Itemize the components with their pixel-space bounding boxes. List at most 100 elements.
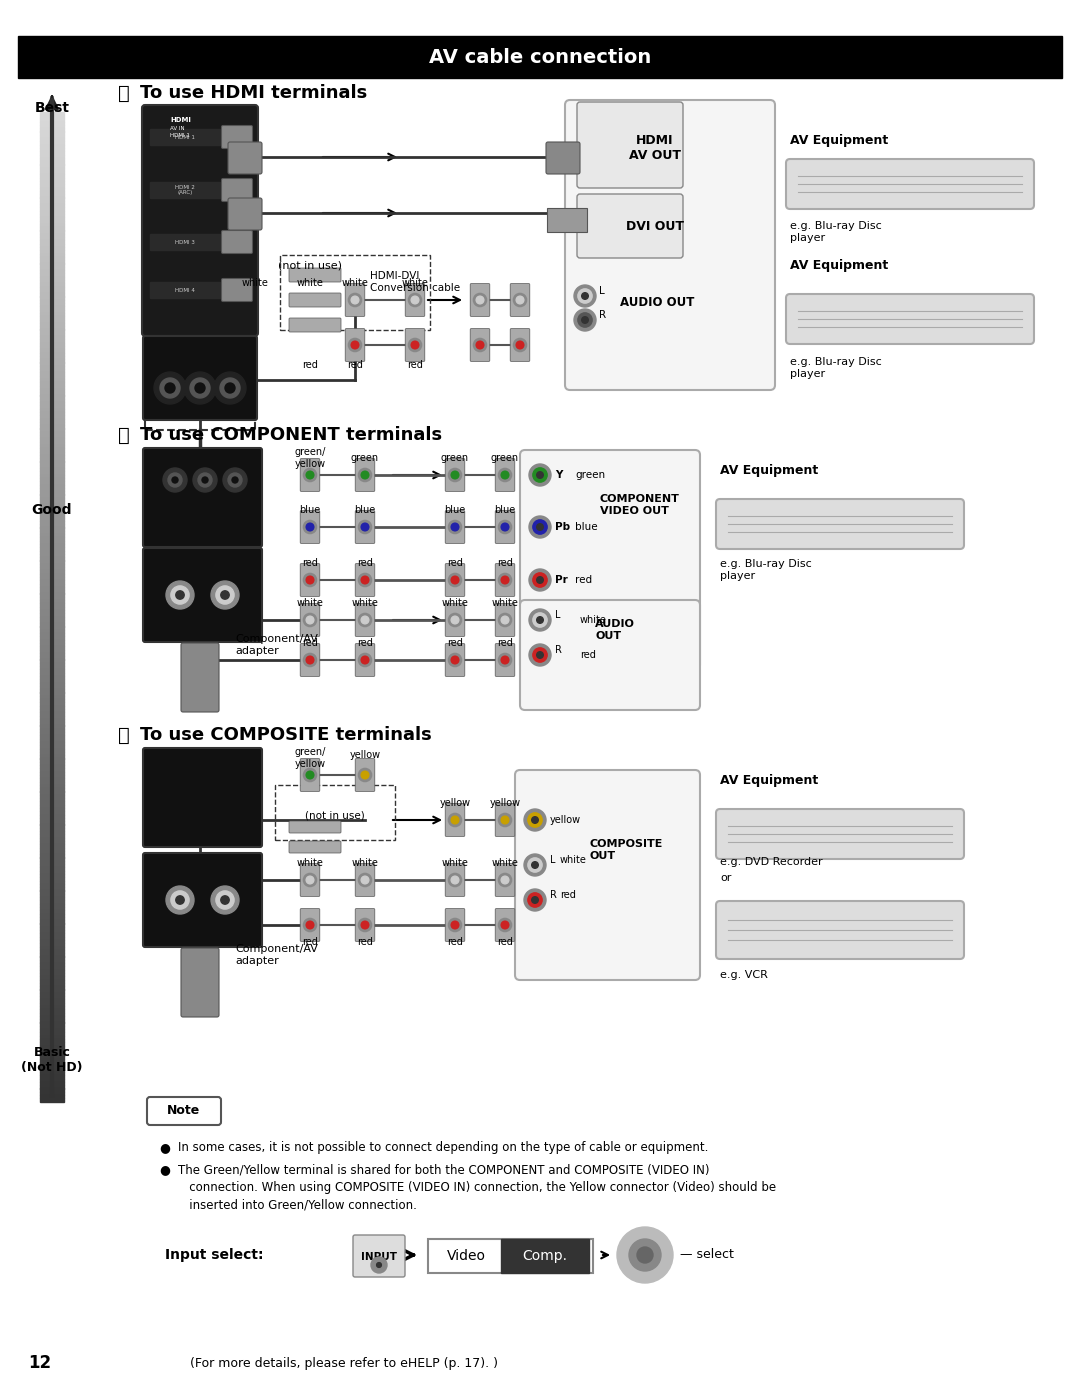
- FancyBboxPatch shape: [141, 105, 258, 336]
- FancyBboxPatch shape: [300, 644, 320, 676]
- Bar: [40, 1095, 64, 1098]
- FancyBboxPatch shape: [445, 804, 464, 837]
- Bar: [40, 128, 64, 132]
- Circle shape: [451, 816, 459, 824]
- Bar: [40, 745, 64, 748]
- Circle shape: [448, 919, 461, 931]
- Bar: [40, 472, 64, 475]
- Bar: [40, 250, 64, 254]
- Text: red: red: [497, 937, 513, 947]
- Circle shape: [193, 468, 217, 491]
- Bar: [40, 297, 64, 300]
- Text: white: white: [341, 278, 368, 287]
- Text: L: L: [599, 286, 605, 296]
- Bar: [40, 824, 64, 827]
- Bar: [40, 604, 64, 607]
- Circle shape: [617, 1227, 673, 1283]
- Bar: [40, 954, 64, 956]
- FancyBboxPatch shape: [300, 511, 320, 543]
- Bar: [40, 795, 64, 798]
- Circle shape: [448, 613, 461, 626]
- Bar: [40, 135, 64, 137]
- Bar: [40, 511, 64, 515]
- Bar: [40, 630, 64, 633]
- Circle shape: [361, 876, 369, 884]
- Bar: [40, 175, 64, 178]
- Text: Note: Note: [167, 1105, 201, 1117]
- Bar: [40, 647, 64, 650]
- Bar: [40, 336, 64, 340]
- Text: Component/AV
adapter: Component/AV adapter: [235, 634, 318, 655]
- Bar: [40, 217, 64, 221]
- Text: AUDIO
OUT: AUDIO OUT: [595, 619, 635, 641]
- Text: blue: blue: [575, 522, 597, 532]
- Text: red: red: [357, 558, 373, 568]
- Bar: [501, 1239, 589, 1273]
- Text: To use COMPOSITE terminals: To use COMPOSITE terminals: [140, 726, 432, 744]
- Bar: [40, 319, 64, 323]
- Bar: [40, 848, 64, 851]
- Bar: [40, 657, 64, 659]
- Bar: [40, 683, 64, 686]
- Circle shape: [528, 892, 542, 908]
- Bar: [40, 540, 64, 544]
- Bar: [40, 736, 64, 738]
- Bar: [40, 1023, 64, 1026]
- Text: To use HDMI terminals: To use HDMI terminals: [140, 85, 367, 101]
- Bar: [40, 283, 64, 286]
- FancyBboxPatch shape: [445, 564, 464, 597]
- Circle shape: [529, 464, 551, 486]
- Circle shape: [214, 372, 246, 404]
- Circle shape: [582, 316, 589, 323]
- Circle shape: [211, 582, 239, 609]
- FancyBboxPatch shape: [786, 294, 1034, 344]
- Circle shape: [513, 293, 527, 307]
- Bar: [40, 815, 64, 818]
- Circle shape: [448, 468, 461, 482]
- Circle shape: [184, 372, 216, 404]
- Circle shape: [498, 613, 512, 626]
- Bar: [40, 439, 64, 441]
- Bar: [40, 405, 64, 408]
- Text: e.g. DVD Recorder: e.g. DVD Recorder: [720, 856, 823, 868]
- Bar: [40, 1052, 64, 1055]
- Bar: [40, 841, 64, 844]
- Circle shape: [211, 886, 239, 915]
- Circle shape: [451, 616, 459, 623]
- FancyBboxPatch shape: [183, 458, 217, 512]
- Bar: [40, 264, 64, 266]
- Bar: [40, 719, 64, 722]
- Circle shape: [163, 468, 187, 491]
- Bar: [40, 861, 64, 865]
- Circle shape: [451, 922, 459, 929]
- Circle shape: [573, 310, 596, 330]
- Circle shape: [408, 293, 421, 307]
- Circle shape: [306, 523, 314, 530]
- Bar: [40, 386, 64, 389]
- Bar: [40, 520, 64, 525]
- Bar: [428, 1239, 593, 1273]
- Bar: [40, 963, 64, 966]
- Circle shape: [372, 1258, 387, 1273]
- Bar: [40, 527, 64, 530]
- Circle shape: [448, 873, 461, 887]
- FancyBboxPatch shape: [355, 604, 375, 637]
- Bar: [40, 398, 64, 403]
- Bar: [40, 874, 64, 877]
- Text: AV Equipment: AV Equipment: [720, 773, 819, 787]
- Bar: [150, 182, 220, 198]
- Text: red: red: [302, 359, 318, 371]
- Bar: [40, 568, 64, 570]
- Text: HDMI: HDMI: [170, 117, 191, 124]
- Text: white: white: [297, 858, 323, 868]
- Circle shape: [349, 293, 362, 307]
- FancyBboxPatch shape: [289, 293, 341, 307]
- Bar: [40, 494, 64, 498]
- Circle shape: [532, 573, 548, 587]
- Bar: [40, 679, 64, 683]
- Circle shape: [498, 919, 512, 931]
- Bar: [40, 623, 64, 626]
- Circle shape: [176, 591, 185, 600]
- Text: white: white: [297, 278, 323, 287]
- Bar: [40, 652, 64, 657]
